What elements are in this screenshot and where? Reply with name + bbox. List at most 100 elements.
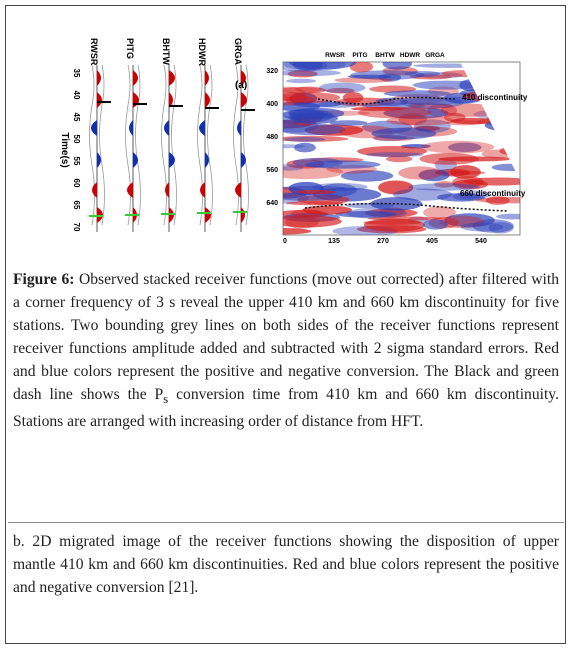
caption-label: Figure 6:	[13, 271, 75, 288]
blob	[463, 177, 520, 186]
blob	[448, 142, 482, 153]
blob	[347, 74, 392, 79]
blob	[408, 183, 480, 191]
bound-line	[161, 64, 167, 226]
wiggle	[164, 120, 169, 136]
blob	[283, 123, 346, 136]
blob	[285, 201, 344, 206]
blob	[472, 219, 514, 233]
dash-410	[317, 96, 456, 105]
blob	[302, 205, 353, 215]
blob	[457, 190, 491, 200]
frame	[5, 5, 566, 644]
blob	[418, 169, 450, 182]
wiggle	[133, 152, 138, 168]
wiggle	[169, 70, 175, 86]
wiggle	[129, 120, 133, 136]
blob	[283, 135, 349, 142]
x-tick-label: 270	[377, 238, 389, 245]
blob	[340, 170, 394, 182]
y-tick-label: 320	[266, 68, 278, 75]
wiggle	[205, 70, 209, 86]
blob	[399, 96, 475, 105]
blob	[450, 165, 481, 179]
wiggle	[237, 120, 241, 136]
station-label: PITG	[125, 38, 135, 59]
wiggle	[241, 152, 246, 168]
wiggle	[97, 70, 101, 86]
y-tick-label: 70	[72, 223, 81, 232]
wiggle	[133, 70, 138, 86]
y-tick-label: 60	[72, 179, 81, 188]
station-label: BHTW	[161, 38, 171, 65]
blob	[383, 90, 451, 98]
blob	[283, 192, 343, 201]
wiggle	[165, 182, 169, 198]
divider	[8, 522, 564, 523]
blob	[383, 107, 449, 119]
y-axis-label: Time(s)	[59, 132, 70, 167]
blob	[491, 163, 520, 172]
bound-line	[89, 64, 95, 226]
blob	[350, 106, 404, 111]
blob	[404, 70, 441, 77]
blob	[398, 166, 443, 180]
caption-subscript: s	[163, 391, 169, 407]
blob	[357, 146, 427, 157]
blob	[400, 97, 464, 109]
wiggle	[205, 92, 210, 108]
blob	[283, 165, 344, 180]
caption-text: conversion time from 410 km and 660 km d…	[13, 386, 559, 431]
blob	[357, 106, 432, 119]
y-tick-label: 45	[72, 113, 81, 122]
station-label: GRGA	[233, 38, 243, 66]
y-tick-label: 640	[266, 200, 278, 207]
blob	[283, 92, 341, 103]
wiggle	[205, 152, 209, 168]
caption-b: b. 2D migrated image of the receiver fun…	[13, 533, 559, 596]
blob	[488, 221, 514, 234]
blob	[312, 183, 368, 191]
blob	[326, 87, 355, 94]
bound-line	[125, 64, 131, 226]
x-tick-label: 540	[475, 238, 487, 245]
blob	[285, 78, 317, 84]
blob	[283, 164, 304, 171]
station-label: HDWR	[400, 52, 421, 59]
wiggle	[169, 92, 173, 108]
wiggle	[199, 120, 205, 136]
blob	[334, 77, 393, 84]
bound-line	[171, 64, 177, 226]
blob	[363, 220, 421, 225]
blob	[318, 82, 366, 94]
y-tick-label: 65	[72, 201, 81, 210]
blob	[335, 210, 397, 218]
y-tick-label: 480	[266, 134, 278, 141]
blob	[283, 116, 302, 126]
blob	[365, 152, 424, 158]
bound-line	[243, 64, 249, 226]
y-tick-label: 50	[72, 135, 81, 144]
wiggle	[97, 152, 101, 168]
y-tick-label: 400	[266, 101, 278, 108]
blob	[434, 181, 455, 188]
blob	[422, 219, 449, 230]
wiggle	[205, 207, 211, 223]
blob	[367, 216, 442, 221]
blob	[329, 120, 368, 126]
blob	[375, 97, 409, 106]
bound-line	[135, 64, 141, 226]
blob	[288, 107, 345, 119]
blob	[370, 197, 423, 211]
wiggle	[200, 182, 205, 198]
blob	[385, 155, 413, 163]
figure: (a) Time(s) 410 discontinuity 660 discon…	[59, 38, 528, 245]
blob	[371, 127, 437, 140]
blob	[382, 62, 413, 70]
wiggle	[241, 92, 247, 108]
station-label: HDWR	[197, 38, 207, 66]
bound-line	[99, 64, 105, 226]
wiggle	[241, 70, 246, 86]
bound-line	[197, 64, 203, 226]
